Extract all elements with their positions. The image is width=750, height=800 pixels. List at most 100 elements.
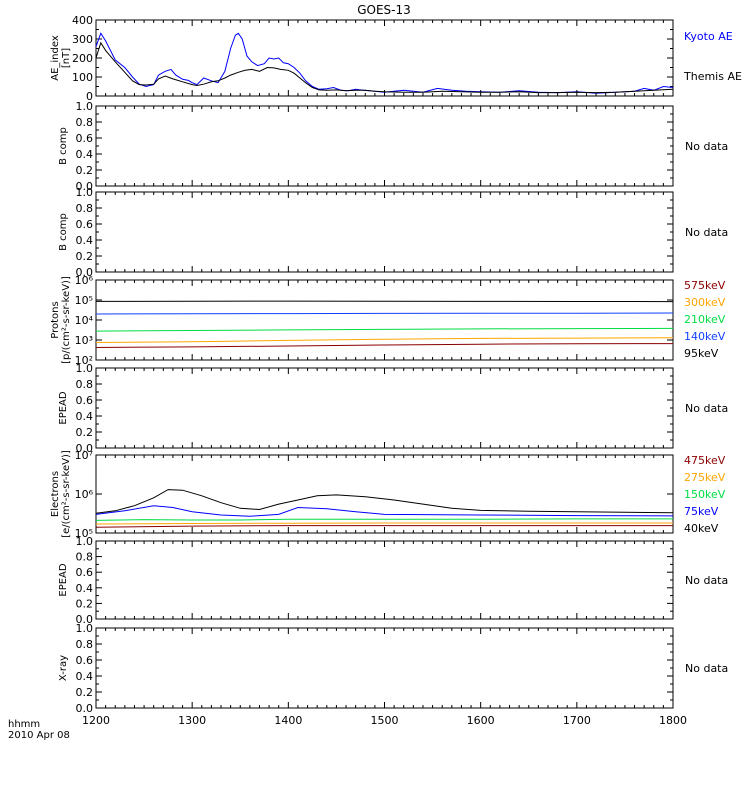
y-tick-label: 300 xyxy=(72,33,93,46)
panel-6: 10⁵ 10⁶ 10⁷ Electrons [e/(cm²-s-sr-keV)] 475k… xyxy=(50,449,726,540)
no-data-label: No data xyxy=(685,662,728,675)
panel-frame xyxy=(95,191,674,273)
x-tick-label: 1500 xyxy=(371,714,399,727)
legend-entry: 575keV xyxy=(684,279,726,292)
x-axis: 1200 1300 1400 1500 1600 1700 1800 xyxy=(82,20,687,727)
y-axis-label: [p/(cm²-s-sr-keV)] xyxy=(61,276,72,364)
y-tick-label: 0.6 xyxy=(76,566,94,579)
y-axis-label: B comp xyxy=(58,213,69,251)
y-tick-label: 0.8 xyxy=(76,116,94,129)
y-tick-label: 0.0 xyxy=(76,442,94,455)
y-tick-label: 0.8 xyxy=(76,202,94,215)
y-axis-label: [nT] xyxy=(61,48,72,68)
y-tick-label: 10³ xyxy=(75,334,93,347)
y-tick-label: 0.4 xyxy=(76,148,94,161)
y-tick-label: 0.6 xyxy=(76,218,94,231)
y-tick-label: 0.0 xyxy=(76,702,94,715)
y-tick-label: 0.4 xyxy=(76,670,94,683)
y-axis-label: EPEAD xyxy=(58,563,69,597)
y-axis-label: Protons xyxy=(50,301,61,338)
y-tick-label: 0.2 xyxy=(76,250,94,263)
panel-3: 0.0 0.2 0.4 0.6 0.8 1.0 B comp No data xyxy=(58,186,728,279)
no-data-label: No data xyxy=(685,574,728,587)
legend-entry: 150keV xyxy=(684,488,726,501)
y-tick-label: 10⁵ xyxy=(75,527,93,540)
y-axis-label: X-ray xyxy=(58,655,69,681)
y-tick-label: 1.0 xyxy=(76,622,94,635)
legend-entry: 95keV xyxy=(684,347,719,360)
y-tick-label: 1.0 xyxy=(76,186,94,199)
panel-frame xyxy=(95,19,674,97)
series-line-95kev xyxy=(95,300,674,303)
legend-entry: 275keV xyxy=(684,471,726,484)
y-tick-label: 10⁵ xyxy=(75,294,93,307)
y-tick-label: 0.4 xyxy=(76,410,94,423)
y-tick-label: 10⁴ xyxy=(75,314,94,327)
y-tick-label: 0.2 xyxy=(76,164,94,177)
series-line-150kev xyxy=(95,518,673,521)
y-tick-label: 0.4 xyxy=(76,234,94,247)
panel-2: 0.0 0.2 0.4 0.6 0.8 1.0 B comp No data xyxy=(58,100,728,193)
panel-frame xyxy=(95,367,674,449)
panel-frame xyxy=(95,454,674,534)
y-tick-label: 0.2 xyxy=(76,426,94,439)
legend-entry: 40keV xyxy=(684,522,719,535)
no-data-label: No data xyxy=(685,402,728,415)
y-tick-label: 10⁶ xyxy=(75,274,94,287)
panel-5: 0.0 0.2 0.4 0.6 0.8 1.0 EPEAD No data xyxy=(58,362,728,455)
legend-entry: 300keV xyxy=(684,296,726,309)
legend-entry: 75keV xyxy=(684,505,719,518)
series-line-themis-ae xyxy=(95,41,674,94)
panel-7: 0.0 0.2 0.4 0.6 0.8 1.0 EPEAD No data xyxy=(58,535,728,626)
no-data-label: No data xyxy=(685,226,728,239)
y-tick-label: 0.8 xyxy=(76,638,94,651)
series-line-575kev xyxy=(95,343,674,348)
y-tick-label: 1.0 xyxy=(76,535,94,548)
x-axis-label-line1: hhmm xyxy=(8,719,40,730)
panel-frame xyxy=(95,540,674,620)
x-tick-label: 1700 xyxy=(563,714,591,727)
y-tick-label: 400 xyxy=(72,14,93,27)
y-tick-label: 0.6 xyxy=(76,654,94,667)
y-tick-label: 0.8 xyxy=(76,378,94,391)
panel-frame xyxy=(95,105,674,187)
series-line-300kev xyxy=(95,337,674,343)
y-axis-label: [e/(cm²-s-sr-keV)] xyxy=(61,450,72,538)
y-tick-label: 1.0 xyxy=(76,100,94,113)
y-tick-label: 0.6 xyxy=(76,132,94,145)
series-line-40kev xyxy=(95,489,674,514)
series-line-140kev xyxy=(95,312,674,315)
chart-title: GOES-13 xyxy=(357,3,411,17)
legend-entry: Themis AE xyxy=(683,70,742,83)
legend-entry: Kyoto AE xyxy=(684,30,733,43)
x-tick-label: 1300 xyxy=(178,714,206,727)
legend-entry: 210keV xyxy=(684,313,726,326)
panel-1: 0 100 200 300 400 AE_index [nT] Kyoto AE Themis … xyxy=(50,14,742,103)
y-tick-label: 200 xyxy=(72,52,93,65)
series-line-275kev xyxy=(95,522,673,525)
y-tick-label: 0 xyxy=(86,90,93,103)
y-tick-label: 1.0 xyxy=(76,362,94,375)
y-tick-label: 0.6 xyxy=(76,394,94,407)
y-tick-label: 0.0 xyxy=(76,180,94,193)
y-axis-label: B comp xyxy=(58,127,69,165)
y-axis-label: EPEAD xyxy=(58,391,69,425)
y-tick-label: 10⁷ xyxy=(75,449,93,462)
panel-frame xyxy=(95,627,674,709)
y-axis-label: Electrons xyxy=(50,471,61,517)
no-data-label: No data xyxy=(685,140,728,153)
y-tick-label: 10² xyxy=(75,354,93,367)
series-line-75kev xyxy=(95,505,674,517)
y-tick-label: 0.2 xyxy=(76,686,94,699)
x-tick-label: 1800 xyxy=(659,714,687,727)
y-tick-label: 0.2 xyxy=(76,597,94,610)
panels: 0 100 200 300 400 AE_index [nT] Kyoto AE Themis … xyxy=(50,14,742,715)
y-axis-label: AE_index xyxy=(50,35,61,81)
y-tick-label: 0.0 xyxy=(76,266,94,279)
series-line-kyoto-ae xyxy=(95,32,674,94)
x-tick-label: 1200 xyxy=(82,714,110,727)
x-tick-label: 1600 xyxy=(467,714,495,727)
legend-entry: 140keV xyxy=(684,330,726,343)
x-axis-label-line2: 2010 Apr 08 xyxy=(8,730,70,741)
